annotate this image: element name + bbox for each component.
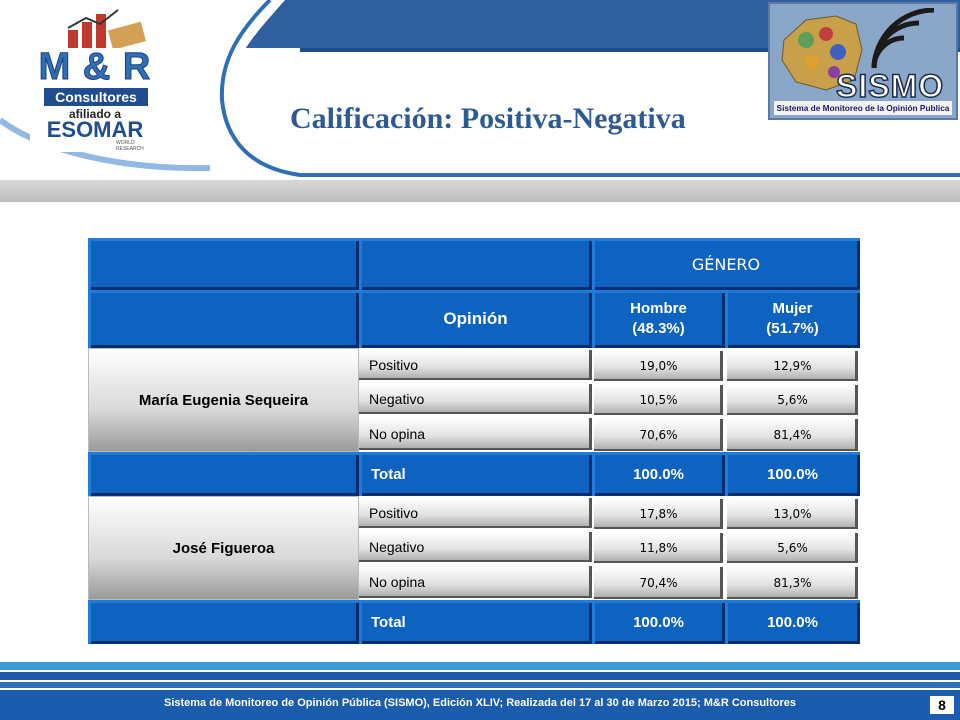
hombre-value: 17,8% xyxy=(594,499,723,529)
mr-logo-afiliado: afiliado a xyxy=(68,107,121,121)
header-blank-cell xyxy=(359,238,592,290)
hombre-value: 70,6% xyxy=(594,419,723,451)
mujer-value: 5,6% xyxy=(727,533,858,563)
mr-logo-consultores: Consultores xyxy=(44,88,148,106)
mujer-header-line2: (51.7%) xyxy=(766,320,819,337)
mujer-header: Mujer (51.7%) xyxy=(725,290,860,348)
mujer-header-line1: Mujer xyxy=(772,300,813,317)
hombre-value: 10,5% xyxy=(594,385,723,415)
hombre-value: 11,8% xyxy=(594,533,723,563)
header-gray-band xyxy=(0,180,960,202)
footer-text: Sistema de Monitoreo de Opinión Pública … xyxy=(163,697,797,709)
opinion-label: No opina xyxy=(359,566,592,598)
total-mujer: 100.0% xyxy=(725,600,860,644)
mr-logo-world-research: WORLD RESEARCH xyxy=(116,140,144,152)
total-label: Total xyxy=(359,452,592,496)
genero-header: GÉNERO xyxy=(592,238,860,290)
footer-bar xyxy=(0,690,960,720)
mujer-value: 81,3% xyxy=(727,567,858,599)
hombre-value: 70,4% xyxy=(594,567,723,599)
mujer-value: 81,4% xyxy=(727,419,858,451)
footer-stripe xyxy=(0,672,960,680)
mr-logo-esomar: ESOMAR xyxy=(46,117,144,142)
bar-chart-icon xyxy=(67,9,146,48)
hombre-header-line1: Hombre xyxy=(630,300,687,317)
opinion-label: Negativo xyxy=(359,532,592,562)
opinion-label: Positivo xyxy=(359,350,592,380)
nicaragua-map-icon xyxy=(781,15,863,91)
candidate-name: María Eugenia Sequeira xyxy=(88,348,359,452)
header-blank-cell xyxy=(88,238,359,290)
mujer-value: 5,6% xyxy=(727,385,858,415)
total-label: Total xyxy=(359,600,592,644)
mujer-value: 13,0% xyxy=(727,499,858,529)
footer-stripe xyxy=(0,682,960,688)
sismo-logo-subtitle: Sistema de Monitoreo de la Opinión Publi… xyxy=(774,101,952,115)
header-blank-cell xyxy=(88,290,359,348)
signal-waves-icon xyxy=(871,8,935,69)
opinion-label: Positivo xyxy=(359,498,592,528)
candidate-name: José Figueroa xyxy=(88,496,359,600)
mujer-value: 12,9% xyxy=(727,351,858,381)
opinion-label: No opina xyxy=(359,418,592,450)
total-hombre: 100.0% xyxy=(592,600,725,644)
page-number: 8 xyxy=(930,696,954,714)
hombre-header-line2: (48.3%) xyxy=(632,320,685,337)
total-mujer: 100.0% xyxy=(725,452,860,496)
opinion-label: Negativo xyxy=(359,384,592,414)
hombre-value: 19,0% xyxy=(594,351,723,381)
total-blank-cell xyxy=(88,600,359,644)
hombre-header: Hombre (48.3%) xyxy=(592,290,725,348)
total-blank-cell xyxy=(88,452,359,496)
mr-logo-text: M & R xyxy=(38,46,152,89)
page-title: Calificación: Positiva-Negativa xyxy=(290,102,686,135)
total-hombre: 100.0% xyxy=(592,452,725,496)
footer-stripe xyxy=(0,662,960,670)
sismo-logo-text: SISMO xyxy=(835,67,945,105)
mr-consultores-logo: M & R Consultores afiliado a ESOMAR WORL… xyxy=(30,2,160,152)
opinion-header: Opinión xyxy=(359,290,592,348)
sismo-logo: SISMO Sistema de Monitoreo de la Opinión… xyxy=(768,2,958,120)
